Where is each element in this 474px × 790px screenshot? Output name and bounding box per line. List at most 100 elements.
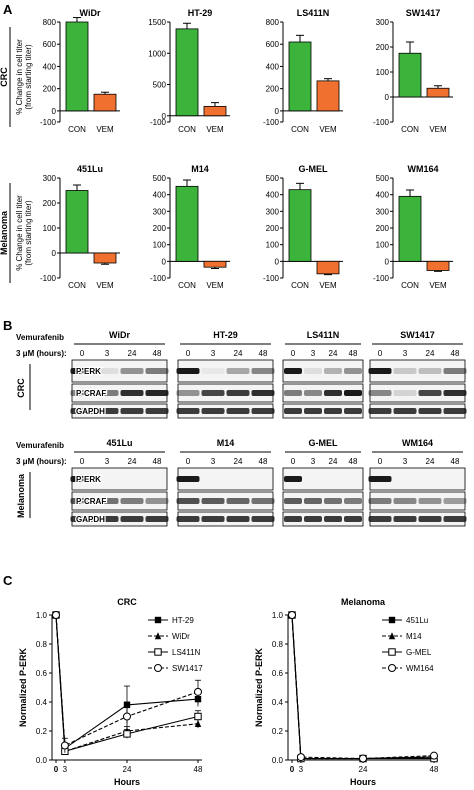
y-tick-label: 100 [376, 68, 390, 77]
y-axis-label: % Change in cell titer [15, 39, 24, 115]
y-axis-label: (from starting titer) [24, 44, 33, 110]
time-label: 24 [234, 457, 243, 466]
band [368, 408, 392, 414]
band [324, 498, 342, 504]
band [368, 368, 392, 374]
band [226, 498, 250, 504]
band [120, 516, 144, 522]
band [226, 390, 250, 396]
band [70, 498, 94, 504]
data-point [194, 687, 202, 696]
time-label: 3 [105, 457, 110, 466]
band [226, 516, 250, 522]
x-tick-label: 24 [359, 765, 368, 774]
y-tick-label: 600 [43, 40, 57, 49]
y-axis-label: (from starting titer) [24, 200, 33, 266]
panel-c-label: C [3, 573, 13, 588]
group-label-1: Melanoma [0, 210, 9, 255]
bar-con [175, 185, 199, 262]
time-label: 48 [349, 349, 358, 358]
band [418, 498, 442, 504]
band [70, 368, 94, 374]
x-tick-label: CON [178, 281, 196, 290]
band [368, 476, 392, 482]
line-chart-melanoma: Melanoma 0.0 0.2 0.4 0.6 0.8 1.0 0 3 24 48 Hours Nor… [254, 597, 439, 787]
band [95, 516, 119, 522]
bar-chart-sw1417: SW1417 -100 0 100 200 300 CON VEM [373, 8, 453, 134]
time-label: 3 [311, 349, 316, 358]
legend-marker [388, 664, 396, 672]
x-tick-label: VEM [429, 281, 447, 290]
x-tick-label: VEM [319, 281, 337, 290]
band [443, 368, 467, 374]
legend-marker [388, 648, 396, 656]
y-tick-label: 200 [43, 85, 57, 94]
legend-label: SW1417 [172, 664, 203, 673]
y-tick-label: 600 [266, 40, 280, 49]
time-label: 0 [80, 457, 85, 466]
series-m14: M14 [288, 611, 438, 762]
y-tick-label: 500 [153, 81, 167, 90]
data-point [296, 753, 305, 762]
y-tick-label: 800 [43, 18, 57, 27]
series-sw1417: SW1417 [52, 611, 203, 753]
y-tick-label: 100 [376, 241, 390, 250]
y-tick-label: -100 [373, 118, 390, 127]
row-label: GAPDH [76, 515, 105, 524]
legend-marker [388, 632, 396, 640]
legend-marker [388, 616, 396, 624]
band [393, 390, 417, 396]
time-label: 24 [128, 457, 137, 466]
legend-label: M14 [406, 632, 422, 641]
bar-con [65, 190, 89, 254]
legend-label: WiDr [172, 632, 190, 641]
time-label: 48 [259, 457, 268, 466]
cell-line-title: 451Lu [106, 438, 132, 448]
legend-marker [154, 664, 162, 672]
band [418, 368, 442, 374]
x-tick-label: CON [68, 281, 86, 290]
x-tick-label: 3 [63, 765, 68, 774]
legend-label: 451Lu [406, 616, 428, 625]
bar-con [288, 41, 312, 112]
y-tick-label: 300 [376, 207, 390, 216]
chart-title: HT-29 [188, 8, 213, 18]
chart-title: G-MEL [299, 164, 328, 174]
y-tick-label: 500 [376, 174, 390, 183]
chart-title: WM164 [407, 164, 438, 174]
band [393, 408, 417, 414]
y-tick-label: 100 [153, 241, 167, 250]
x-axis-label: Hours [350, 777, 376, 787]
x-tick-label: VEM [96, 281, 114, 290]
y-tick-label: 300 [153, 207, 167, 216]
band [344, 368, 362, 374]
time-label: 24 [329, 457, 338, 466]
x-tick-label: CON [291, 281, 309, 290]
band [251, 408, 275, 414]
band [251, 516, 275, 522]
bar-vem [426, 87, 450, 98]
y-tick-label: 1000 [148, 49, 166, 58]
band [201, 516, 225, 522]
band [251, 390, 275, 396]
bar-con [398, 195, 422, 262]
blot-strip-p-erk [282, 359, 364, 383]
y-tick-label: 200 [376, 224, 390, 233]
band [201, 368, 225, 374]
blot-ht-29: HT-29 0 3 24 48 [176, 330, 275, 419]
blot-strip-p-erk [282, 467, 364, 491]
y-tick-label: 0.4 [272, 698, 284, 707]
band [368, 390, 392, 396]
band [284, 408, 302, 414]
chart-title: 451Lu [77, 164, 103, 174]
y-tick-label: 0 [52, 249, 57, 258]
y-axis-label: % Change in cell titer [15, 195, 24, 271]
panel-a-bar-charts: CRC% Change in cell titer (from starting … [0, 8, 453, 290]
x-tick-label: VEM [319, 125, 337, 134]
band [344, 516, 362, 522]
legend-label: G-MEL [406, 648, 432, 657]
band [368, 516, 392, 522]
time-label: 0 [291, 349, 296, 358]
data-point [359, 754, 367, 763]
